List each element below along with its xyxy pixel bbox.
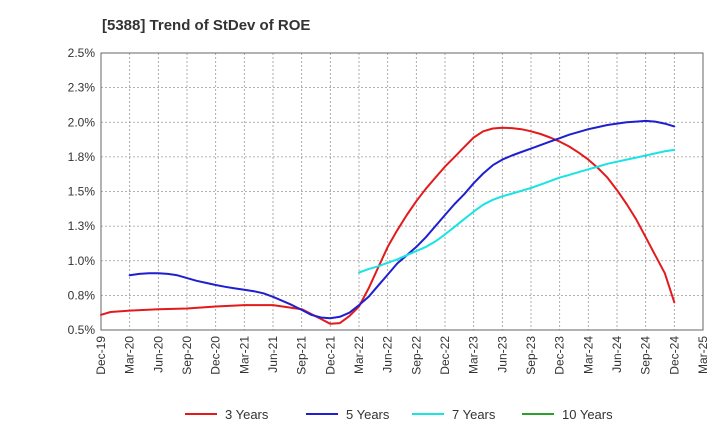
x-tick-label: Mar-21	[237, 336, 251, 374]
x-tick-label: Jun-21	[266, 336, 280, 373]
y-axis: 0.5% 0.8% 1.0% 1.3% 1.5% 1.8% 2.0% 2.3% 2.5%	[68, 46, 96, 337]
series-line-7-years	[358, 148, 676, 274]
x-axis: Dec-19 Mar-20 Jun-20 Sep-20 Dec-20 Mar-21 Jun-…	[94, 336, 710, 375]
x-tick-label: Jun-23	[495, 336, 509, 373]
y-tick-label: 0.5%	[68, 323, 96, 337]
x-tick-label: Jun-24	[610, 336, 624, 373]
x-tick-label: Sep-21	[295, 336, 309, 375]
chart-title: [5388] Trend of StDev of ROE	[102, 17, 310, 34]
legend-label-5-years: 5 Years	[346, 407, 390, 422]
y-tick-label: 2.5%	[68, 46, 96, 60]
series-line-5-years	[128, 119, 676, 320]
legend-label-7-years: 7 Years	[452, 407, 496, 422]
x-tick-label: Mar-20	[123, 336, 137, 374]
x-tick-label: Sep-20	[180, 336, 194, 375]
y-tick-label: 1.8%	[68, 150, 96, 164]
x-tick-label: Sep-24	[639, 336, 653, 375]
y-tick-label: 2.3%	[68, 81, 96, 95]
legend: 3 Years 5 Years 7 Years 10 Years	[185, 407, 613, 422]
series-lines	[100, 119, 676, 325]
y-tick-label: 0.8%	[68, 288, 96, 302]
y-tick-label: 1.0%	[68, 254, 96, 268]
x-tick-label: Jun-20	[151, 336, 165, 373]
y-tick-label: 2.0%	[68, 115, 96, 129]
x-tick-label: Mar-23	[467, 336, 481, 374]
plot-border	[100, 52, 704, 331]
legend-label-10-years: 10 Years	[562, 407, 613, 422]
x-tick-label: Mar-22	[352, 336, 366, 374]
x-tick-label: Jun-22	[381, 336, 395, 373]
x-tick-label: Sep-22	[409, 336, 423, 375]
y-tick-label: 1.3%	[68, 219, 96, 233]
x-tick-label: Mar-24	[581, 336, 595, 374]
x-tick-label: Dec-22	[438, 336, 452, 375]
plot-area	[100, 52, 704, 331]
x-tick-label: Dec-24	[667, 336, 681, 375]
series-line-3-years	[100, 126, 676, 325]
x-tick-label: Mar-25	[696, 336, 710, 374]
x-tick-label: Dec-20	[209, 336, 223, 375]
x-tick-label: Sep-23	[524, 336, 538, 375]
legend-label-3-years: 3 Years	[225, 407, 269, 422]
x-tick-label: Dec-21	[323, 336, 337, 375]
x-tick-label: Dec-19	[94, 336, 108, 375]
x-tick-label: Dec-23	[553, 336, 567, 375]
y-tick-label: 1.5%	[68, 185, 96, 199]
